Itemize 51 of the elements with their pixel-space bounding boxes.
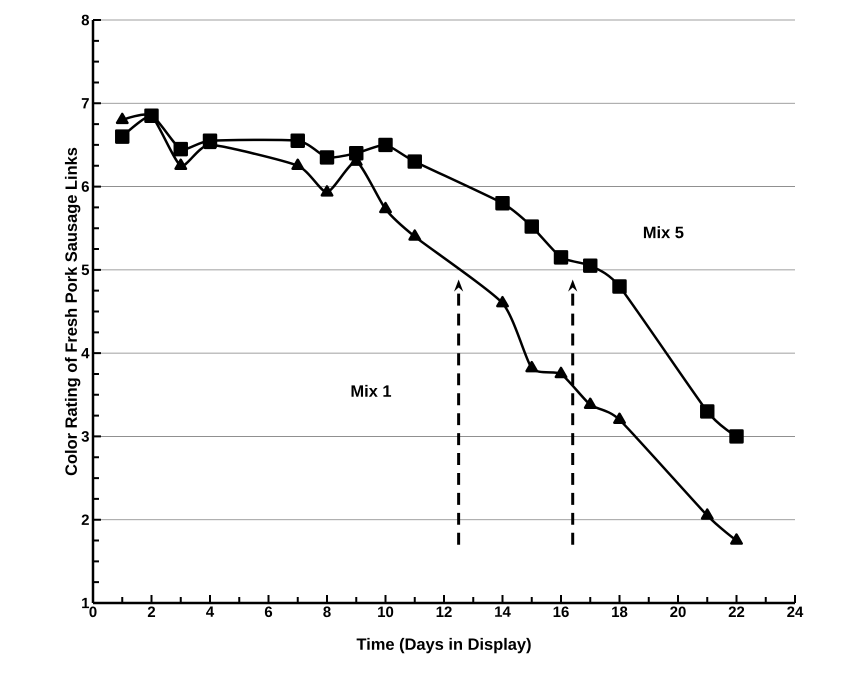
x-axis-title: Time (Days in Display) [356,638,531,654]
x-tick-label: 20 [670,606,686,618]
point [290,134,305,148]
point [408,154,422,169]
point [554,366,568,378]
x-tick-label: 18 [612,606,628,618]
x-tick-label: 10 [378,606,394,618]
point [174,158,188,170]
y-tick-label: 5 [82,264,90,276]
point [320,185,334,197]
y-tick-label: 6 [82,181,89,192]
point [115,129,130,144]
y-tick-label: 4 [81,348,90,358]
point [730,533,743,545]
point [584,398,597,410]
x-tick-label: 6 [264,606,272,618]
point [700,508,714,520]
x-tick-label: 4 [206,606,214,617]
y-tick-label: 8 [82,14,90,26]
point [525,360,538,372]
annotation: Mix 5 [644,226,684,238]
x-tick-label: 14 [495,606,511,617]
x-tick-label: 0 [89,606,97,618]
point [378,138,393,152]
point [379,202,392,214]
point [700,404,714,419]
x-tick-label: 2 [148,606,156,617]
y-tick-label: 2 [82,514,89,525]
point [496,296,509,308]
point [524,219,539,234]
point [583,258,598,273]
x-tick-label: 22 [728,606,744,617]
y-tick-label: 3 [82,431,89,442]
annotation: Mix 1 [352,384,392,397]
point [174,142,188,156]
y-axis-title: Color Rating of Fresh Pork Sausage Links [64,148,80,476]
point [612,279,627,294]
point [495,196,510,210]
point [613,412,626,424]
point [320,150,334,165]
x-tick-label: 12 [436,606,452,617]
point [729,429,744,444]
x-tick-label: 16 [554,606,569,618]
x-tick-label: 24 [787,606,804,617]
point [554,250,568,265]
x-tick-label: 8 [323,606,331,618]
y-tick-label: 1 [82,598,90,608]
point [116,112,129,124]
point [408,229,422,241]
y-tick-label: 7 [82,98,89,108]
point [291,158,304,170]
